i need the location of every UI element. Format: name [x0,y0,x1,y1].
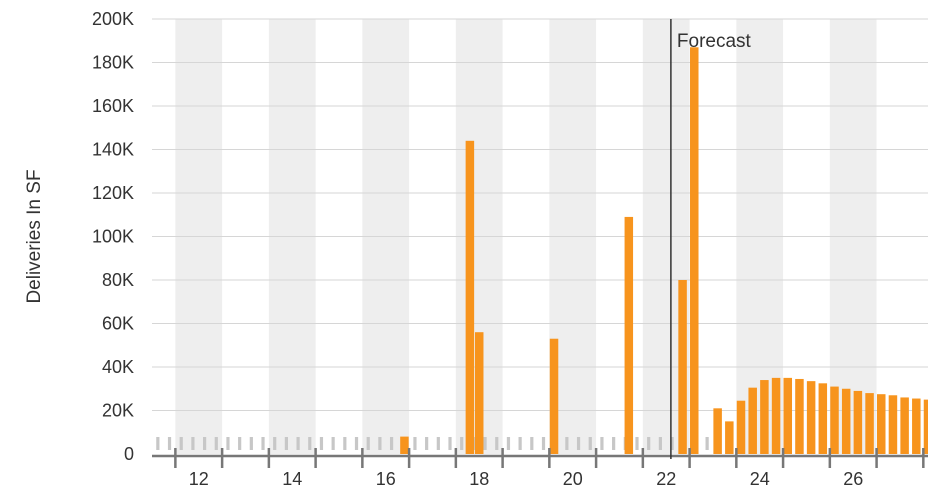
x-axis [152,448,928,468]
bar [841,388,851,454]
y-tick-label: 40K [102,357,134,377]
bar [771,377,781,454]
y-tick-label: 100K [92,227,134,247]
x-tick-label: 18 [469,469,489,489]
x-tick-label: 16 [376,469,396,489]
forecast-marker: Forecast [670,19,752,459]
y-tick-label: 60K [102,314,134,334]
bar [853,390,863,454]
x-tick-labels: 12 14 16 18 20 22 24 26 [189,469,863,489]
bar [713,408,722,454]
y-tick-label: 0 [124,444,134,464]
data-bars [400,47,928,455]
x-tick-label: 14 [282,469,302,489]
bar [865,393,874,454]
bar [748,387,757,454]
bar [912,398,921,454]
bar [888,395,898,454]
bar [795,378,804,454]
bar [923,399,928,454]
y-tick-label: 140K [92,140,134,160]
bar [400,436,409,454]
bar [465,140,475,455]
y-tick-labels: 0 20K 40K 60K 80K 100K 120K 140K 160K 180K 200K [92,9,134,464]
bar [736,400,746,454]
forecast-label: Forecast [677,31,752,52]
x-tick-label: 12 [189,469,209,489]
x-tick-label: 24 [750,469,770,489]
y-tick-label: 160K [92,96,134,116]
y-tick-label: 120K [92,183,134,203]
bar [900,397,909,454]
bar [474,332,484,454]
x-tick-label: 20 [563,469,583,489]
y-axis-title: Deliveries In SF [24,169,45,303]
y-gridlines [152,18,928,411]
bar [877,394,886,454]
bar [806,381,816,454]
bar [783,377,793,454]
bar [678,280,687,454]
y-tick-label: 20K [102,401,134,421]
bar [725,421,734,454]
x-tick-label: 26 [843,469,863,489]
bar [624,216,634,454]
y-tick-label: 180K [92,53,134,73]
y-tick-label: 80K [102,270,134,290]
bar [549,338,559,454]
bar [760,380,769,454]
y-tick-label: 200K [92,9,134,29]
x-tick-label: 22 [656,469,676,489]
bar [818,383,828,454]
bar [830,386,839,454]
bar [690,47,699,455]
